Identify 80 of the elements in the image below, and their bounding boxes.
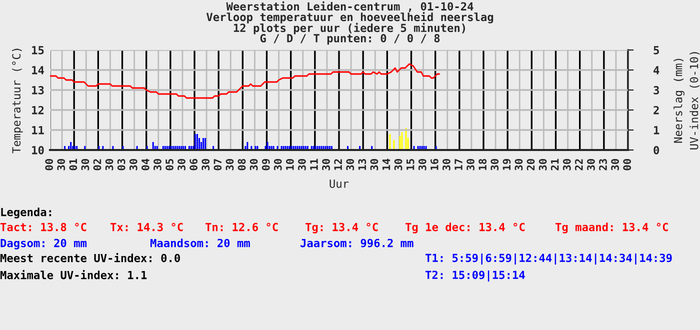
chart-subtitle: Verloop temperatuur en hoeveelheid neerslag 12 plots per uur (iedere 5 minuten) G / D / T punten: 0 / 0 / 8 bbox=[206, 12, 494, 45]
x-tick-label: 30 bbox=[394, 158, 402, 170]
text: Meest recente UV-index: 0.0 bbox=[0, 253, 180, 262]
x-tick-label: 00 bbox=[623, 158, 632, 170]
x-tick-label: 30 bbox=[490, 158, 499, 170]
x-tick-label: 30 bbox=[298, 158, 306, 170]
x-tick-label: 17 bbox=[454, 159, 462, 170]
x-tick-label: 03 bbox=[117, 159, 126, 170]
x-tick-label: 14 bbox=[382, 158, 390, 170]
x-tick-label: 30 bbox=[346, 158, 354, 170]
x-tick-label: 30 bbox=[178, 158, 186, 170]
x-tick-label: 11 bbox=[310, 158, 318, 170]
text: Jaarsom: 996.2 mm bbox=[300, 238, 414, 248]
x-tick-label: 30 bbox=[466, 158, 474, 170]
y-tick-label: 15 bbox=[32, 46, 44, 54]
x-tick-label: 30 bbox=[57, 158, 66, 170]
x-tick-label: 07 bbox=[214, 159, 222, 170]
y2-tick-label: 3 bbox=[654, 86, 659, 94]
x-tick-label: 16 bbox=[430, 158, 438, 170]
x-tick-label: 04 bbox=[141, 158, 150, 170]
text: T1: 5:59|6:59|12:44|13:14|14:34|14:39 bbox=[425, 253, 672, 265]
y2-tick-label: 5 bbox=[654, 46, 659, 54]
x-tick-label: 15 bbox=[406, 159, 414, 170]
y2-tick-label: 4 bbox=[654, 66, 660, 74]
text: Tg maand: 13.4 °C bbox=[555, 222, 668, 234]
y2-tick-label: 1 bbox=[654, 126, 660, 134]
text: Tg 1e dec: 13.4 °C bbox=[405, 222, 525, 234]
x-tick-label: 06 bbox=[190, 158, 198, 170]
x-tick-label: 21 bbox=[550, 158, 559, 170]
x-tick-label: 30 bbox=[562, 158, 571, 170]
y2-axis-title: Neerslag (mm) UV-index (0-10) bbox=[674, 52, 700, 150]
text: Legenda: bbox=[1, 208, 52, 218]
x-tick-label: 13 bbox=[358, 159, 366, 170]
x-tick-label: 18 bbox=[478, 158, 487, 170]
x-tick-label: 30 bbox=[587, 158, 595, 170]
text: Tact: 13.8 °C bbox=[0, 222, 86, 232]
x-tick-label: 10 bbox=[286, 158, 294, 170]
x-tick-label: 30 bbox=[370, 158, 378, 170]
x-tick-label: 19 bbox=[502, 159, 511, 170]
x-tick-label: 05 bbox=[166, 159, 174, 170]
x-tick-label: 30 bbox=[611, 158, 619, 170]
x-tick-label: 30 bbox=[274, 158, 282, 170]
x-tick-label: 30 bbox=[514, 158, 523, 170]
y-tick-label: 10 bbox=[32, 146, 44, 154]
x-tick-label: 30 bbox=[418, 158, 426, 170]
x-tick-label: 30 bbox=[202, 158, 210, 170]
x-tick-label: 30 bbox=[154, 158, 162, 170]
x-tick-label: 20 bbox=[526, 158, 535, 170]
text: Tg: 13.4 °C bbox=[305, 222, 378, 234]
x-tick-label: 22 bbox=[574, 159, 583, 170]
y-tick-label: 12 bbox=[32, 106, 44, 114]
text: T2: 15:09|15:14 bbox=[425, 270, 525, 282]
y-tick-label: 14 bbox=[32, 66, 44, 74]
y-tick-label: 13 bbox=[32, 86, 44, 94]
x-tick-label: 12 bbox=[334, 159, 342, 170]
y2-tick-label: 2 bbox=[654, 106, 659, 114]
x-tick-label: 08 bbox=[238, 158, 246, 170]
x-tick-label: 30 bbox=[226, 158, 234, 170]
x-tick-label: 09 bbox=[262, 159, 270, 170]
y2-tick-label: 0 bbox=[654, 146, 660, 154]
text: Maximale UV-index: 1.1 bbox=[0, 270, 147, 280]
text: Tx: 14.3 °C bbox=[110, 222, 183, 232]
y-axis-title: Temperatuur (°C) bbox=[12, 48, 23, 154]
x-tick-label: 00 bbox=[45, 158, 54, 170]
x-tick-label: 23 bbox=[599, 159, 607, 170]
x-tick-label: 30 bbox=[250, 158, 258, 170]
x-tick-label: 01 bbox=[69, 158, 78, 170]
x-tick-label: 30 bbox=[442, 158, 450, 170]
y-tick-label: 11 bbox=[32, 126, 44, 134]
text: Dagsom: 20 mm bbox=[0, 238, 87, 250]
x-tick-label: 30 bbox=[538, 158, 547, 170]
x-tick-label: 30 bbox=[105, 158, 114, 170]
x-tick-label: 30 bbox=[129, 158, 138, 170]
x-tick-label: 30 bbox=[81, 158, 90, 170]
text: Tn: 12.6 °C bbox=[205, 222, 278, 232]
x-axis-title: Uur bbox=[330, 180, 349, 188]
text: Maandsom: 20 mm bbox=[150, 238, 250, 248]
x-tick-label: 02 bbox=[93, 159, 102, 170]
x-tick-label: 30 bbox=[322, 158, 330, 170]
chart-title: Weerstation Leiden-centrum , 01-10-24 bbox=[226, 1, 474, 12]
